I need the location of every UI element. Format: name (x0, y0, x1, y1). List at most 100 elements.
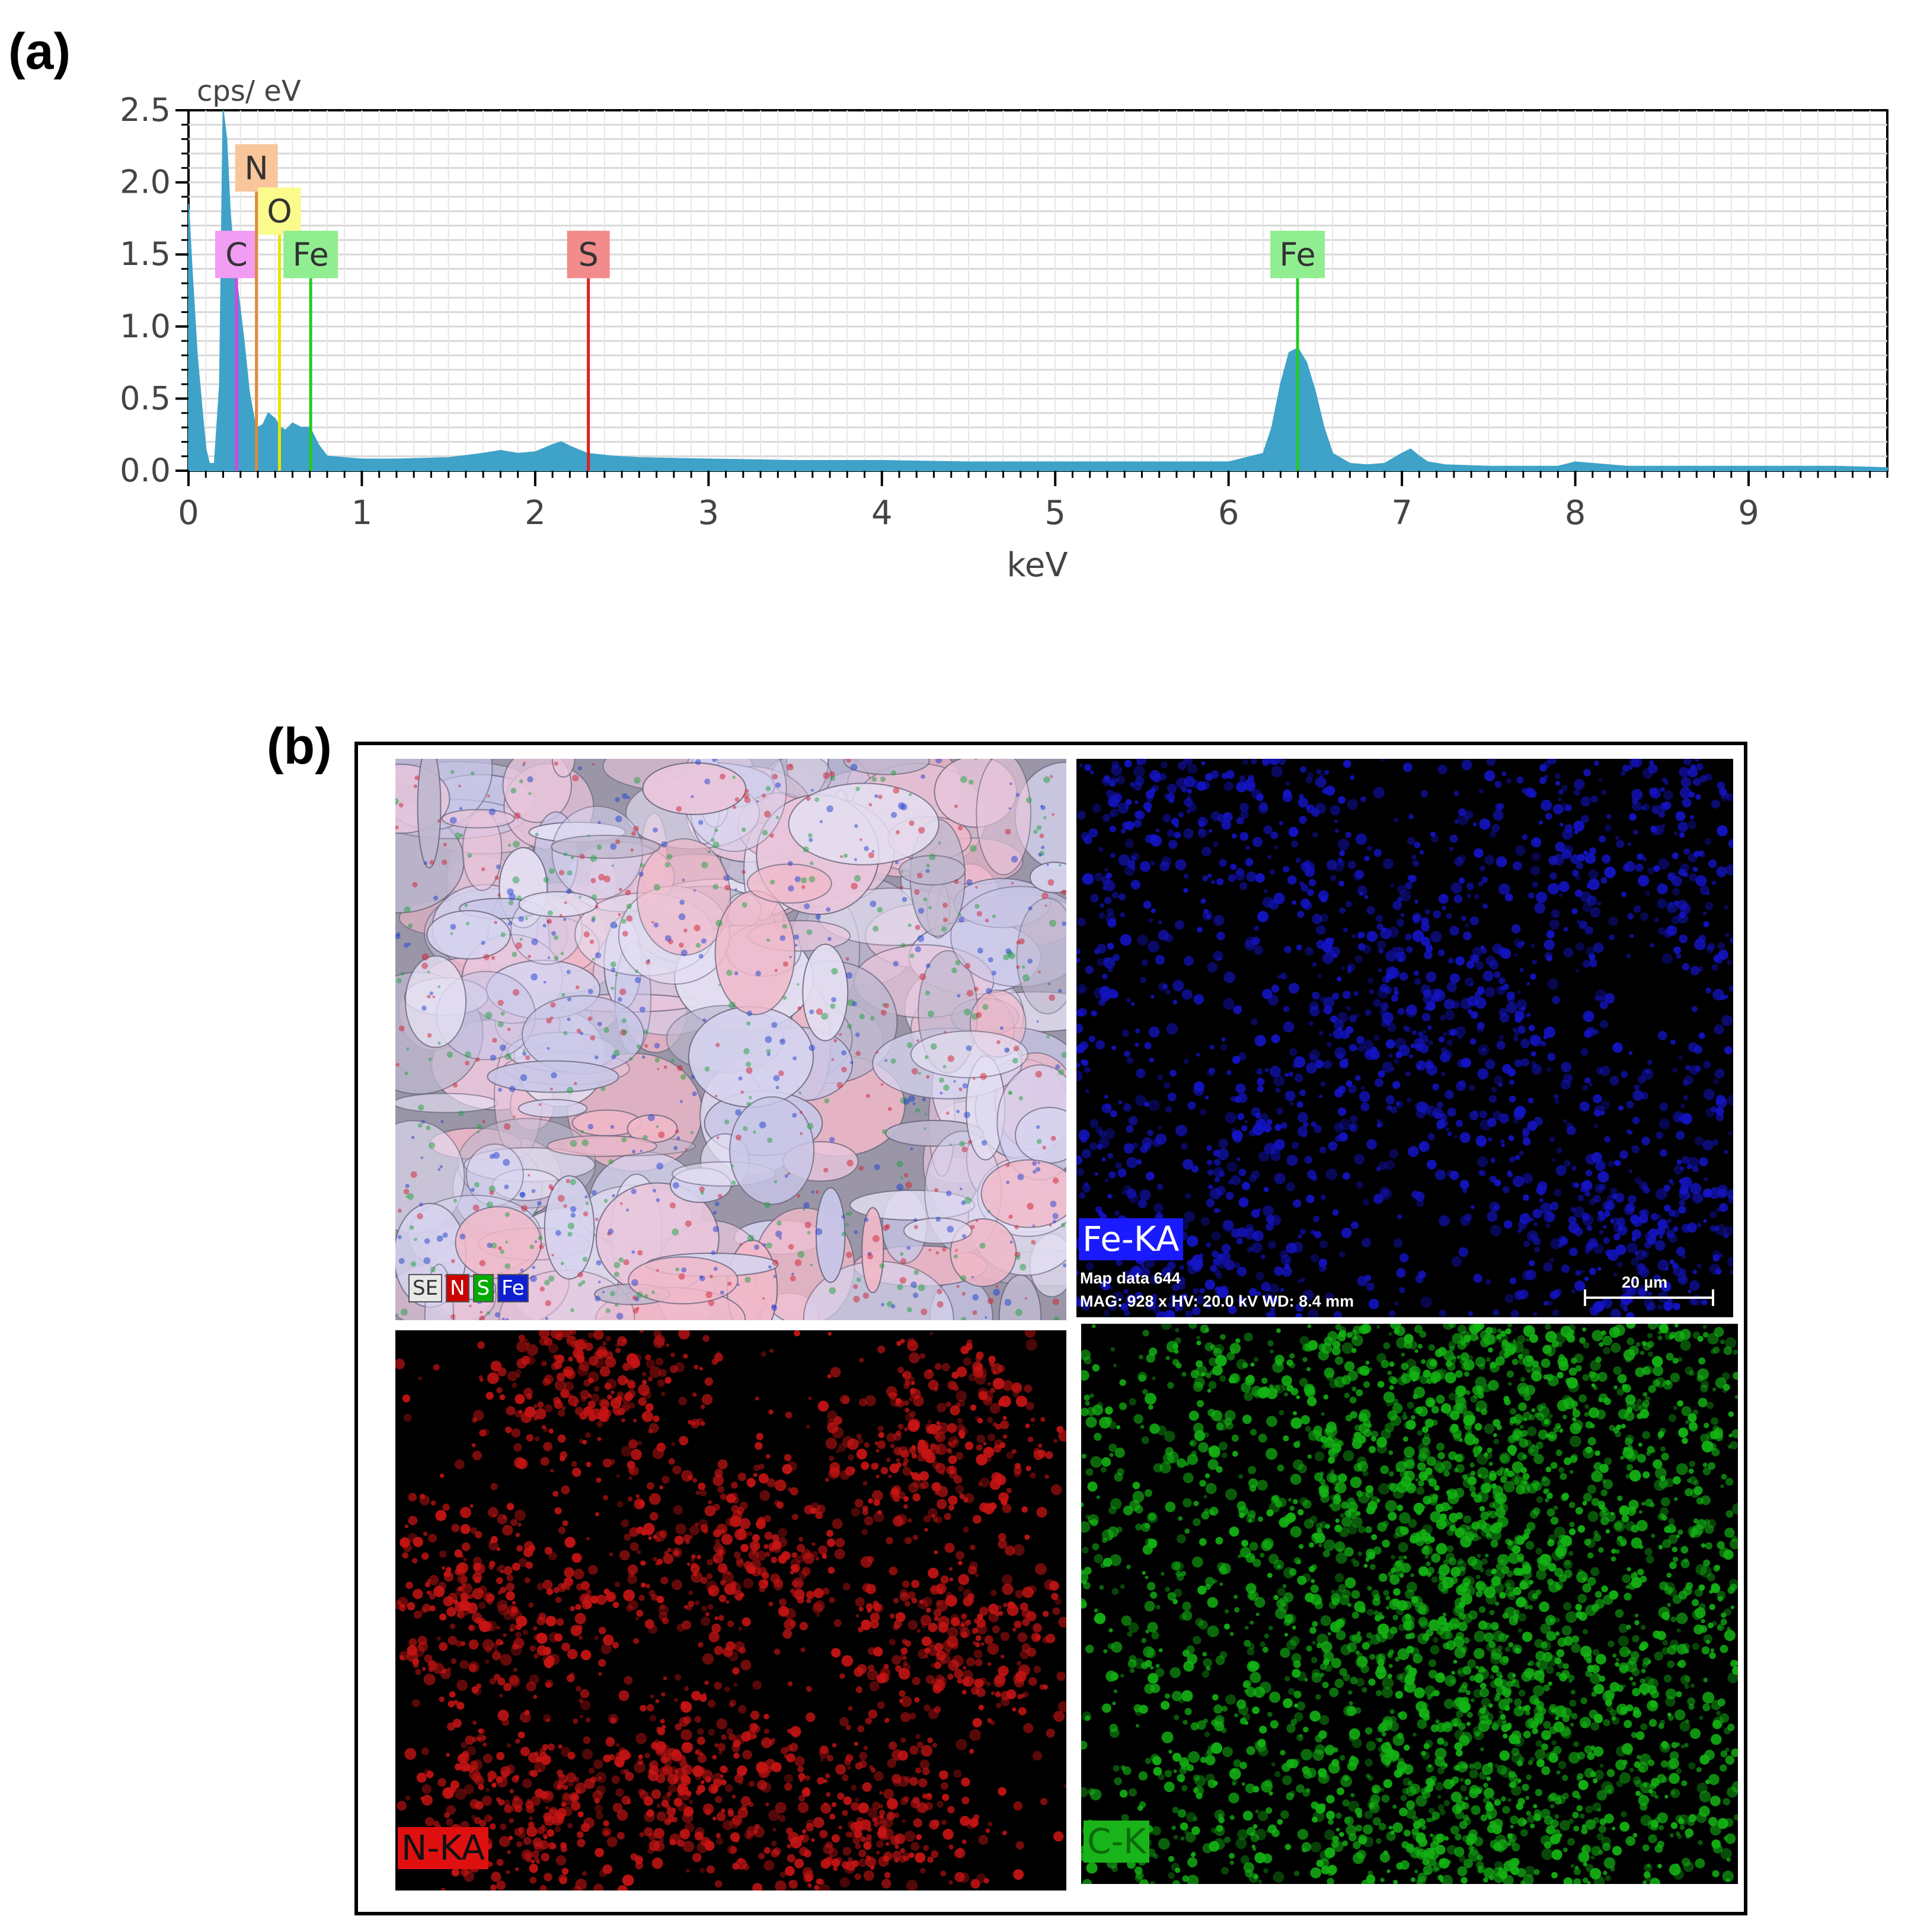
map-speckle (550, 1468, 554, 1473)
map-speckle (535, 832, 539, 836)
map-speckle (1373, 1034, 1380, 1041)
map-speckle (971, 1276, 974, 1279)
map-speckle (721, 1780, 727, 1786)
map-speckle (1670, 1301, 1676, 1307)
map-speckle (1406, 1004, 1417, 1016)
map-speckle (724, 884, 730, 891)
map-speckle (1250, 1301, 1254, 1306)
map-speckle (1289, 828, 1298, 837)
map-speckle (948, 1455, 957, 1464)
map-speckle (728, 1001, 736, 1009)
map-speckle (815, 1228, 823, 1235)
map-speckle (895, 1398, 902, 1404)
map-speckle (1407, 1097, 1412, 1103)
map-speckle (414, 1238, 417, 1241)
map-speckle (1158, 930, 1169, 941)
map-speckle (976, 1012, 982, 1018)
map-speckle (1304, 867, 1315, 877)
map-speckle (1681, 1156, 1690, 1164)
map-speckle (678, 1330, 690, 1340)
map-speckle (1196, 781, 1206, 791)
map-speckle (778, 1605, 790, 1617)
map-speckle (1530, 1051, 1536, 1057)
map-speckle (1717, 825, 1728, 836)
map-speckle (1549, 872, 1558, 880)
map-speckle (831, 1058, 835, 1061)
map-speckle (835, 1538, 845, 1548)
map-speckle (701, 1616, 711, 1626)
map-speckle (1601, 789, 1607, 795)
map-speckle (1288, 1071, 1293, 1077)
map-speckle (522, 1051, 527, 1056)
map-speckle (766, 938, 770, 942)
map-speckle (585, 1717, 591, 1723)
map-speckle (918, 1778, 928, 1788)
map-speckle (794, 944, 798, 947)
map-speckle (1426, 971, 1437, 983)
map-speckle (1416, 1101, 1428, 1113)
map-speckle (899, 1592, 909, 1602)
map-speckle (1319, 1094, 1323, 1098)
map-speckle (446, 1805, 456, 1815)
map-speckle (1467, 995, 1478, 1007)
map-speckle (1692, 1165, 1699, 1173)
map-speckle (1339, 1251, 1346, 1257)
map-speckle (1233, 1005, 1242, 1014)
map-speckle (1183, 887, 1188, 893)
map-speckle (531, 1796, 541, 1806)
map-speckle (974, 1659, 983, 1667)
map-speckle (450, 769, 455, 774)
map-speckle (878, 1432, 884, 1438)
map-speckle (1498, 1034, 1504, 1040)
map-speckle (986, 1416, 993, 1423)
map-speckle (1519, 967, 1524, 973)
map-speckle (1120, 934, 1132, 946)
map-speckle (442, 1787, 454, 1799)
map-speckle (817, 1400, 829, 1412)
map-speckle (1597, 1267, 1602, 1271)
map-speckle (570, 1308, 574, 1313)
map-speckle (1629, 934, 1634, 938)
map-speckle (627, 1564, 638, 1575)
map-speckle (644, 1044, 648, 1048)
map-speckle (768, 1409, 774, 1415)
map-speckle (1721, 791, 1729, 799)
map-speckle (857, 1663, 867, 1674)
map-speckle (676, 1623, 685, 1632)
map-speckle (1213, 950, 1223, 962)
map-speckle (821, 1013, 829, 1020)
map-speckle (1676, 1247, 1686, 1256)
map-speckle (1076, 1296, 1081, 1301)
map-speckle (536, 1201, 542, 1206)
map-speckle (856, 1277, 861, 1282)
map-speckle (421, 1784, 432, 1794)
map-speckle (1641, 1136, 1650, 1146)
map-speckle (1522, 1173, 1533, 1184)
map-speckle (1274, 845, 1279, 850)
map-speckle (1356, 1036, 1364, 1045)
map-speckle (966, 989, 974, 997)
map-speckle (814, 1885, 820, 1891)
map-speckle (1266, 1119, 1273, 1125)
map-speckle (944, 1512, 951, 1521)
map-speckle (1382, 1061, 1394, 1073)
map-speckle (1213, 1158, 1221, 1166)
map-speckle (404, 1524, 409, 1528)
map-speckle (1491, 1087, 1497, 1093)
map-speckle (417, 1213, 423, 1219)
map-speckle (496, 1858, 504, 1866)
map-speckle (541, 1853, 550, 1862)
map-speckle (1269, 1065, 1281, 1078)
map-speckle (1725, 933, 1730, 937)
map-speckle (1648, 764, 1658, 774)
map-speckle (597, 1280, 601, 1283)
map-speckle (806, 1823, 814, 1832)
map-speckle (617, 997, 622, 1002)
map-speckle (1548, 883, 1560, 895)
map-speckle (608, 1754, 615, 1761)
map-speckle (491, 1872, 501, 1882)
map-speckle (399, 1655, 405, 1660)
map-speckle (499, 1044, 506, 1051)
map-speckle (608, 1228, 614, 1235)
map-speckle (472, 1204, 480, 1211)
